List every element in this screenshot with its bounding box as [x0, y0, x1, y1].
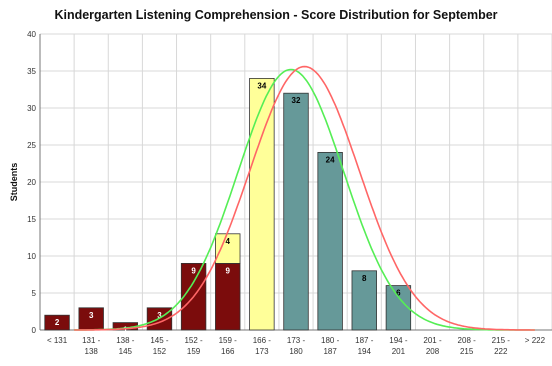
x-tick-label: 180 -	[321, 336, 340, 345]
x-tick-label: 166 -	[253, 336, 272, 345]
bar	[215, 233, 241, 264]
x-tick-label: 166	[221, 347, 235, 356]
distribution-curve	[74, 65, 535, 331]
x-tick-label: 222	[494, 347, 508, 356]
y-tick-label: 20	[27, 178, 36, 187]
x-tick-label: 145	[119, 347, 133, 356]
chart-title: Kindergarten Listening Comprehension - S…	[54, 8, 498, 22]
bar-data-label: 9	[191, 266, 196, 275]
x-tick-label: 187 -	[355, 336, 374, 345]
bar-data-label: 32	[292, 96, 301, 105]
y-tick-label: 40	[27, 30, 36, 39]
x-tick-label: > 222	[525, 336, 546, 345]
y-tick-label: 35	[27, 67, 36, 76]
x-tick-label: 194 -	[389, 336, 408, 345]
bar-data-label: 3	[89, 311, 94, 320]
bar	[317, 151, 343, 331]
x-tick-label: 159 -	[219, 336, 238, 345]
y-tick-label: 25	[27, 141, 36, 150]
x-tick-label: 208 -	[458, 336, 477, 345]
x-tick-label: 138	[85, 347, 99, 356]
bar-data-label: 34	[257, 81, 266, 90]
x-tick-label: 215 -	[492, 336, 511, 345]
x-tick-label: 208	[426, 347, 440, 356]
y-tick-label: 0	[32, 326, 37, 335]
y-tick-label: 10	[27, 252, 36, 261]
bar-data-label: 4	[226, 237, 231, 246]
x-tick-label: 194	[358, 347, 372, 356]
bar	[215, 262, 241, 331]
x-tick-label: 173 -	[287, 336, 306, 345]
y-axis-label: Students	[9, 163, 19, 202]
bar-data-label: 8	[362, 274, 367, 283]
bar	[351, 270, 377, 331]
x-tick-label: 145 -	[150, 336, 169, 345]
y-tick-label: 5	[32, 289, 37, 298]
bar	[283, 92, 309, 331]
y-tick-label: 15	[27, 215, 36, 224]
x-tick-label: 187	[323, 347, 337, 356]
bar-data-label: 9	[226, 266, 231, 275]
x-tick-label: 201	[392, 347, 406, 356]
bar	[385, 285, 412, 331]
distribution-curve	[74, 68, 535, 331]
bar-data-label: 1	[123, 326, 128, 335]
x-tick-label: 152	[153, 347, 167, 356]
y-tick-label: 30	[27, 104, 36, 113]
bar	[249, 78, 275, 331]
x-tick-label: 215	[460, 347, 474, 356]
x-tick-label: 131 -	[82, 336, 101, 345]
x-tick-label: 152 -	[184, 336, 203, 345]
x-tick-label: 180	[289, 347, 303, 356]
x-tick-label: 159	[187, 347, 201, 356]
bar-data-label: 24	[326, 155, 335, 164]
bar	[44, 314, 70, 331]
bar-data-label: 3	[157, 311, 162, 320]
x-tick-label: 201 -	[423, 336, 442, 345]
x-tick-label: 173	[255, 347, 269, 356]
x-tick-label: 138 -	[116, 336, 135, 345]
bar-data-label: 2	[55, 318, 60, 327]
x-tick-label: < 131	[47, 336, 68, 345]
bar-data-label: 6	[396, 289, 401, 298]
